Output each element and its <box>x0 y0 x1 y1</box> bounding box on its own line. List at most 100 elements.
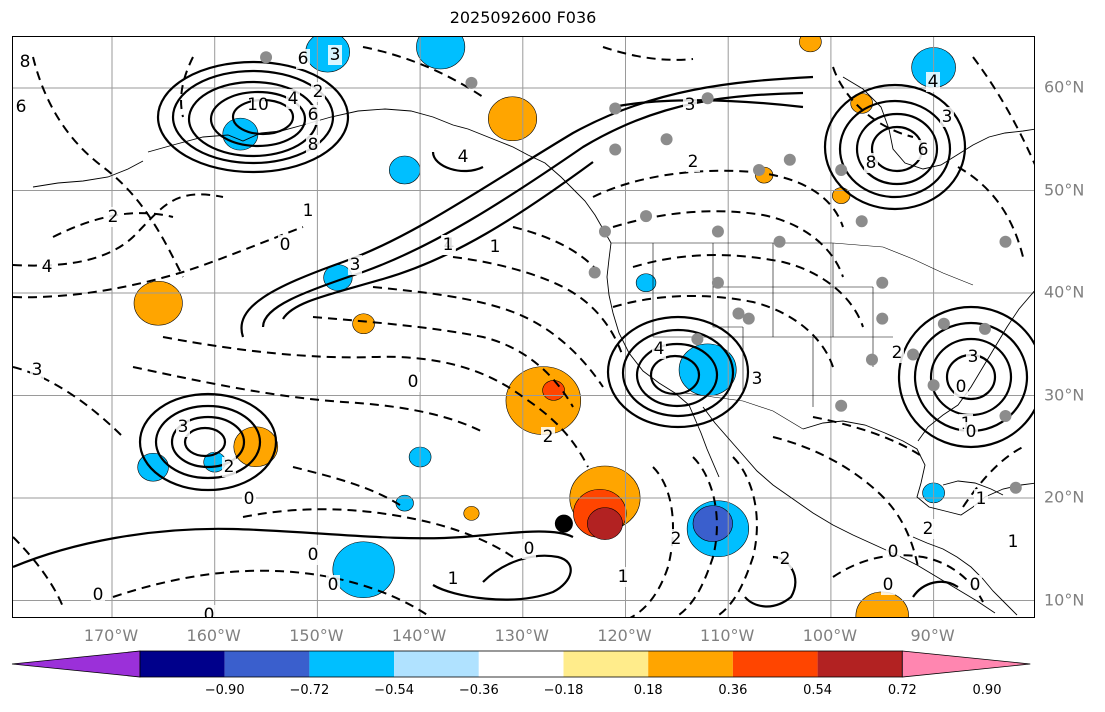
latitude-label: 60°N <box>1044 77 1085 97</box>
state-lines <box>652 243 893 407</box>
contour-dash <box>292 466 404 508</box>
station-dot <box>588 266 601 279</box>
contour-dash <box>612 210 844 278</box>
contour-label: 1 <box>303 201 314 221</box>
contour-label: 0 <box>956 377 967 397</box>
contour-dash <box>972 56 1034 165</box>
station-dot <box>937 317 950 330</box>
colorbar-segment <box>394 651 479 677</box>
contour-label: 2 <box>108 207 119 227</box>
contour-label: 0 <box>204 605 215 618</box>
contour-south <box>13 527 574 569</box>
contour-label: 2 <box>224 457 235 477</box>
contour-ring <box>635 342 719 408</box>
contour-dash <box>832 554 984 603</box>
contour-dash <box>957 166 1024 258</box>
contour-ring <box>156 60 350 174</box>
colorbar-tick-label: 0.18 <box>633 683 663 698</box>
contour-dash <box>32 56 184 278</box>
contour-dash <box>312 316 574 408</box>
colorbar-tick-label: 0.90 <box>972 683 1002 698</box>
contour-label: 4 <box>42 257 53 277</box>
station-dot <box>711 276 724 289</box>
contour-label: 1 <box>490 237 501 257</box>
shaded-anomaly-region <box>133 280 183 326</box>
contour-label: 4 <box>288 89 299 109</box>
station-dot <box>260 51 273 64</box>
station-dot <box>999 410 1012 422</box>
colorbar-segment <box>732 651 818 677</box>
contour-ring <box>897 305 1034 449</box>
contour-label: 3 <box>968 347 979 367</box>
contour-dash <box>13 536 64 608</box>
contour-dash <box>632 254 864 328</box>
contour-dash <box>714 456 758 617</box>
shaded-anomaly-region <box>635 273 657 293</box>
contour-ring <box>621 328 735 418</box>
contour-dash <box>674 456 718 617</box>
station-dot <box>753 164 766 176</box>
shaded-anomaly-region <box>855 591 909 617</box>
contour-label: 1 <box>976 489 987 509</box>
shaded-anomaly-region <box>505 366 582 435</box>
shaded-anomaly-region <box>678 343 737 397</box>
contour-label: 3 <box>752 369 763 389</box>
coastline-central-america <box>912 536 1018 616</box>
station-dots <box>260 51 1022 494</box>
contour-label: 6 <box>918 140 929 160</box>
station-dot <box>865 353 878 366</box>
coastline-east <box>917 290 1034 442</box>
latitude-label: 30°N <box>1044 385 1085 404</box>
contour-label: 10 <box>247 95 269 115</box>
colorbar-segment <box>224 651 310 677</box>
contour-dash <box>612 294 834 368</box>
contour-dash <box>162 336 589 468</box>
contour-label: 1 <box>448 569 459 589</box>
storm-markers <box>554 514 573 533</box>
shaded-anomaly-region <box>305 37 350 73</box>
station-dot <box>640 210 653 223</box>
station-dot <box>660 133 673 146</box>
station-dot <box>701 92 714 105</box>
latitude-label: 20°N <box>1044 487 1085 507</box>
station-dot <box>876 276 889 289</box>
station-dot <box>691 333 704 346</box>
contour-ridge <box>282 161 594 320</box>
longitude-label: 90°W <box>910 626 955 645</box>
station-dot <box>999 235 1012 248</box>
colorbar-tick-label: 0.54 <box>803 683 833 698</box>
political-borders <box>611 242 974 430</box>
contour-labels: 8663241086014341132023424320016820131010… <box>14 45 1020 618</box>
contour-dash <box>962 446 1024 508</box>
contour-dash <box>812 416 924 458</box>
shaded-anomaly-region <box>416 37 466 70</box>
contour-label: 3 <box>942 107 953 127</box>
us-canada-border <box>611 242 974 286</box>
contour-south <box>432 554 572 601</box>
colorbar-tick-label: −0.54 <box>374 683 415 698</box>
contour-ridge <box>612 99 804 109</box>
station-dot <box>783 153 796 166</box>
map-canvas: 8663241086014341132023424320016820131010… <box>13 37 1034 618</box>
station-dot <box>609 102 622 115</box>
contour-ring <box>649 354 701 396</box>
contour-label: 3 <box>685 95 696 115</box>
contour-dash <box>602 46 694 61</box>
contour-label: 6 <box>298 49 309 69</box>
station-dot <box>465 76 478 89</box>
contour-south <box>912 580 959 598</box>
colorbar-tick-label: −0.18 <box>543 683 584 698</box>
contour-dash <box>132 366 484 433</box>
colorbar-tick-label: −0.36 <box>458 683 499 698</box>
colorbar-tick-label: 0.72 <box>887 683 917 698</box>
contour-dash <box>452 256 624 358</box>
station-dot <box>927 379 940 392</box>
contour-label: 2 <box>780 549 791 569</box>
station-dot <box>876 312 889 325</box>
contour-dash <box>832 66 914 138</box>
contour-label: 2 <box>313 82 324 102</box>
shaded-anomaly-region <box>352 313 375 335</box>
station-dot <box>855 215 868 228</box>
station-dot <box>732 307 745 320</box>
longitude-label: 100°W <box>802 626 858 645</box>
